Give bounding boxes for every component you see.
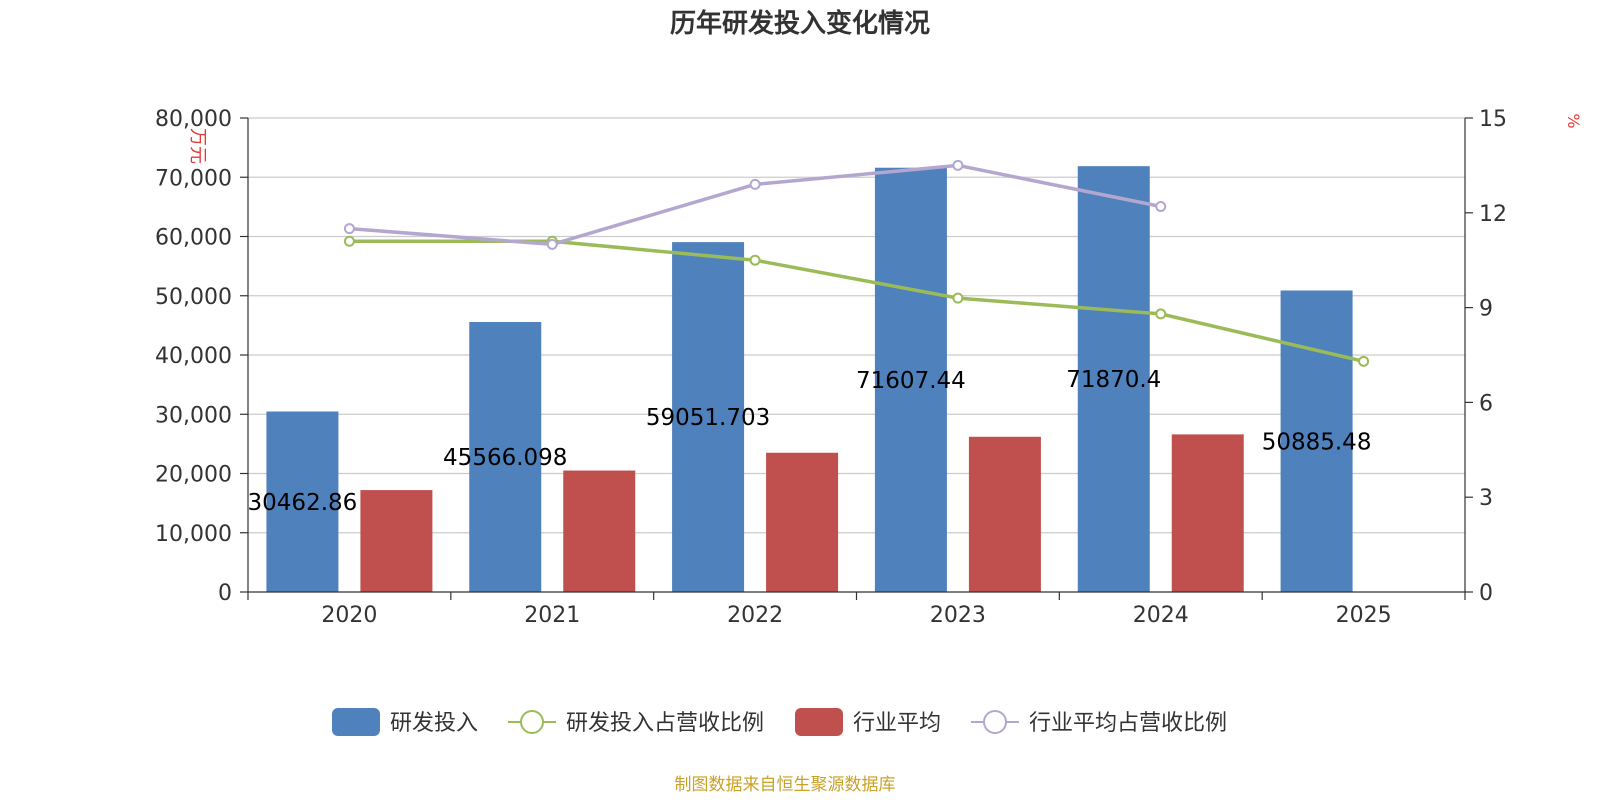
y-right-tick-label: 12	[1479, 202, 1507, 227]
point-研发投入占营收比例	[952, 292, 964, 304]
y-left-tick-label: 50,000	[155, 285, 232, 310]
data-label-2024: 71870.4	[1066, 367, 1161, 393]
data-labels: 30462.86 45566.098 59051.703 71607.44 71870.…	[248, 367, 1372, 516]
y-right-tick-label: 3	[1479, 486, 1493, 511]
source-note: 制图数据来自恒生聚源数据库	[675, 775, 896, 795]
x-tick-label: 2020	[321, 603, 377, 628]
data-label-2023: 71607.44	[856, 368, 966, 394]
x-tick-label: 2025	[1336, 603, 1392, 628]
legend-swatch-marker-行业平均占营收比例	[983, 710, 1007, 734]
point-研发投入占营收比例	[1155, 308, 1167, 320]
y-left-tick-label: 10,000	[155, 522, 232, 547]
legend-label-研发投入占营收比例: 研发投入占营收比例	[566, 711, 764, 736]
legend-item-研发投入[interactable]: 研发投入	[332, 708, 478, 736]
chart-title: 历年研发投入变化情况	[670, 8, 930, 39]
point-行业平均占营收比例	[952, 159, 964, 171]
point-研发投入占营收比例	[343, 235, 355, 247]
point-行业平均占营收比例	[749, 178, 761, 190]
y-right-tick-label: 0	[1479, 581, 1493, 606]
bar-行业平均-2022	[766, 452, 839, 592]
data-label-2022: 59051.703	[646, 405, 770, 431]
legend-item-行业平均占营收比例[interactable]: 行业平均占营收比例	[971, 710, 1227, 736]
y-left-tick-label: 0	[218, 581, 232, 606]
bar-研发投入-2021	[469, 322, 542, 592]
y-left-tick-label: 40,000	[155, 344, 232, 369]
x-tick-label: 2024	[1133, 603, 1189, 628]
data-label-2025: 50885.48	[1262, 429, 1372, 455]
bar-研发投入-2025	[1280, 290, 1353, 592]
y-right-axis-label: %	[1564, 113, 1583, 128]
lines	[343, 159, 1370, 367]
y-right-tick-label: 6	[1479, 391, 1493, 416]
point-行业平均占营收比例	[343, 223, 355, 235]
bar-研发投入-2024	[1077, 166, 1150, 592]
y-left-tick-label: 30,000	[155, 403, 232, 428]
legend-item-研发投入占营收比例[interactable]: 研发投入占营收比例	[508, 710, 764, 736]
axes: 0 10,000 20,000 30,000 40,000 50,000 60,000 70,…	[155, 107, 1583, 628]
y-left-tick-label: 60,000	[155, 226, 232, 251]
legend-item-行业平均[interactable]: 行业平均	[795, 708, 941, 736]
bar-行业平均-2023	[968, 436, 1041, 592]
bar-行业平均-2020	[360, 490, 433, 592]
data-label-2020: 30462.86	[248, 490, 358, 516]
bar-研发投入-2023	[874, 167, 947, 592]
y-left-tick-label: 80,000	[155, 107, 232, 132]
x-tick-label: 2023	[930, 603, 986, 628]
x-tick-label: 2022	[727, 603, 783, 628]
legend-label-行业平均: 行业平均	[853, 711, 941, 736]
bar-研发投入-2022	[672, 242, 745, 592]
point-研发投入占营收比例	[1358, 355, 1370, 367]
y-left-axis-label: 万元	[187, 128, 208, 164]
bar-研发投入-2020	[266, 411, 339, 592]
data-label-2021: 45566.098	[443, 445, 567, 471]
x-tick-label: 2021	[524, 603, 580, 628]
legend-swatch-marker-研发投入占营收比例	[520, 710, 544, 734]
y-right-tick-label: 15	[1479, 107, 1507, 132]
legend-swatch-行业平均	[795, 708, 843, 736]
y-left-tick-label: 20,000	[155, 463, 232, 488]
bars	[266, 166, 1353, 592]
legend-label-研发投入: 研发投入	[390, 711, 478, 736]
y-left-tick-label: 70,000	[155, 166, 232, 191]
bar-行业平均-2024	[1171, 434, 1244, 592]
point-行业平均占营收比例	[1155, 200, 1167, 212]
bar-行业平均-2021	[563, 470, 636, 592]
legend-label-行业平均占营收比例: 行业平均占营收比例	[1029, 711, 1227, 736]
y-right-tick-label: 9	[1479, 297, 1493, 322]
point-研发投入占营收比例	[749, 254, 761, 266]
legend-swatch-研发投入	[332, 708, 380, 736]
legend[interactable]: 研发投入 研发投入占营收比例 行业平均 行业平均占营收比例	[332, 708, 1227, 736]
point-行业平均占营收比例	[546, 238, 558, 250]
